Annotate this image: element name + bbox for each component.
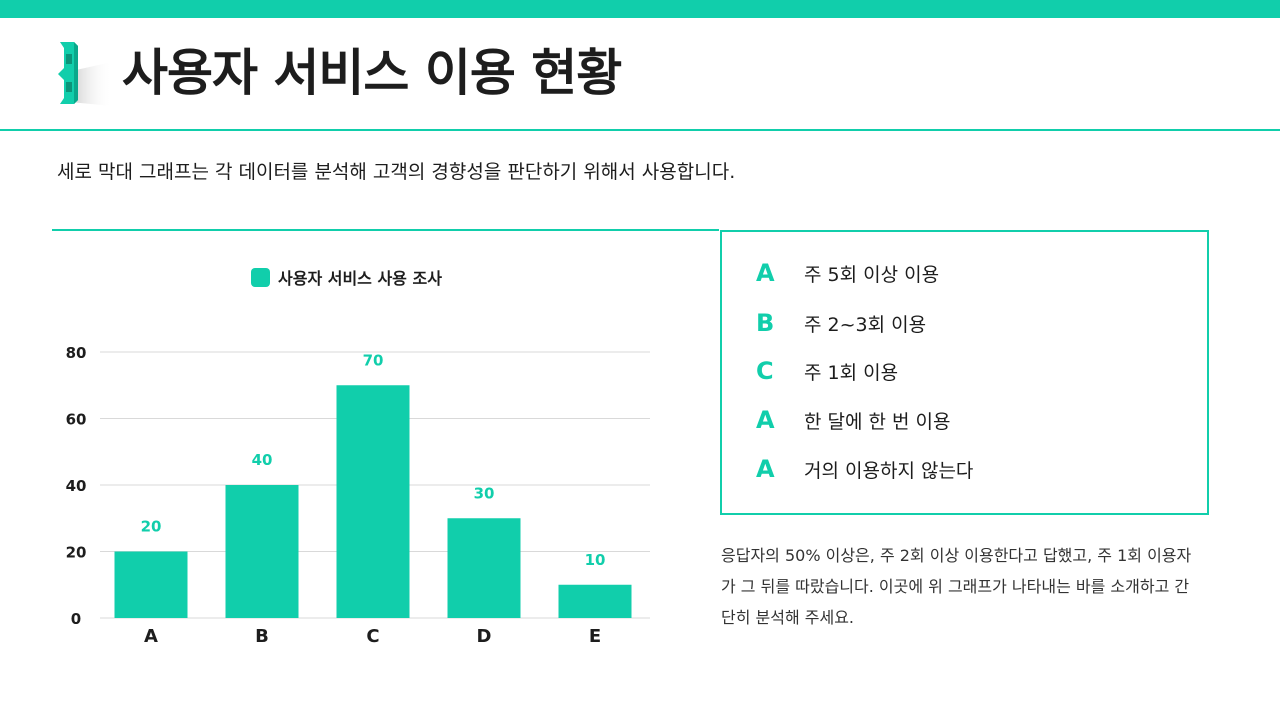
title-divider bbox=[0, 129, 1280, 131]
legend-swatch bbox=[251, 268, 270, 287]
legend-letter: C bbox=[756, 357, 774, 385]
top-accent-bar bbox=[0, 0, 1280, 18]
legend-item: A 주 5회 이상 이용 bbox=[756, 258, 939, 288]
bar bbox=[336, 385, 410, 618]
legend-label: 사용자 서비스 사용 조사 bbox=[278, 269, 442, 288]
analysis-description: 응답자의 50% 이상은, 주 2회 이상 이용한다고 답했고, 주 1회 이용… bbox=[721, 546, 1192, 627]
legend-item: A 거의 이용하지 않는다 bbox=[756, 454, 973, 484]
legend-text: 주 1회 이용 bbox=[804, 361, 899, 384]
step-number-icon bbox=[58, 42, 112, 106]
bar-chart: 사용자 서비스 사용 조사 0 20 40 60 80 20 A 40 B 70 C 30 D 10 E bbox=[66, 268, 650, 647]
bar bbox=[225, 485, 299, 618]
x-tick-label: A bbox=[144, 626, 158, 647]
y-tick-label: 60 bbox=[66, 411, 87, 429]
x-tick-label: E bbox=[589, 626, 601, 647]
data-label: 10 bbox=[585, 551, 606, 569]
y-tick-label: 80 bbox=[66, 344, 87, 362]
bar bbox=[447, 518, 521, 618]
legend-text: 거의 이용하지 않는다 bbox=[804, 459, 974, 482]
data-label: 40 bbox=[252, 451, 273, 469]
page-title: 사용자 서비스 이용 현황 bbox=[122, 44, 622, 102]
x-tick-label: B bbox=[255, 626, 269, 647]
data-label: 70 bbox=[363, 351, 384, 369]
y-tick-label: 20 bbox=[66, 544, 87, 562]
legend-letter: A bbox=[756, 259, 775, 287]
legend-item: C 주 1회 이용 bbox=[756, 356, 898, 386]
y-tick-label: 40 bbox=[66, 477, 87, 495]
legend-letter: A bbox=[756, 455, 775, 483]
bar bbox=[558, 584, 632, 618]
legend-text: 주 2~3회 이용 bbox=[804, 313, 927, 336]
bar bbox=[114, 551, 188, 618]
x-tick-label: C bbox=[366, 626, 379, 647]
legend-text: 주 5회 이상 이용 bbox=[804, 263, 940, 286]
x-tick-label: D bbox=[477, 626, 492, 647]
legend-panel: A 주 5회 이상 이용 B 주 2~3회 이용 C 주 1회 이용 A 한 달… bbox=[720, 230, 1209, 515]
legend-item: B 주 2~3회 이용 bbox=[756, 308, 926, 338]
legend-text: 한 달에 한 번 이용 bbox=[804, 410, 951, 433]
data-label: 20 bbox=[141, 518, 162, 536]
data-label: 30 bbox=[474, 484, 495, 502]
legend-letter: A bbox=[756, 406, 775, 434]
y-tick-label: 0 bbox=[71, 610, 81, 628]
legend-item: A 한 달에 한 번 이용 bbox=[756, 405, 951, 435]
legend-letter: B bbox=[756, 309, 775, 337]
subtitle: 세로 막대 그래프는 각 데이터를 분석해 고객의 경향성을 판단하기 위해서 … bbox=[57, 161, 736, 183]
chart-top-divider bbox=[52, 229, 719, 231]
